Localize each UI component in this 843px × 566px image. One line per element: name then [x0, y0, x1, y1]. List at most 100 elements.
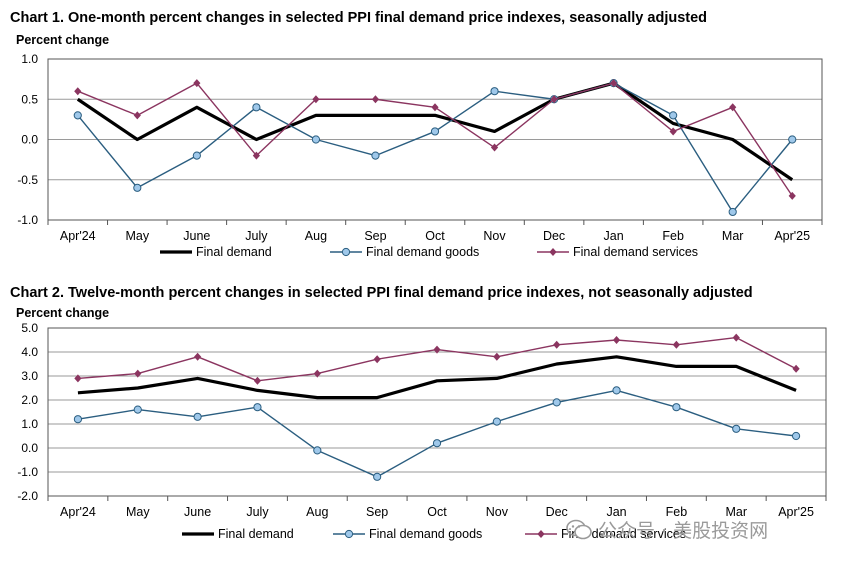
- legend-label: Final demand services: [561, 527, 686, 541]
- legend-item: Final demand services: [537, 245, 698, 259]
- y-axis-label: Percent change: [16, 306, 109, 320]
- y-tick-label: -0.5: [17, 173, 38, 187]
- data-point: [133, 111, 141, 120]
- y-tick-label: -2.0: [17, 489, 38, 503]
- series-line: [77, 355, 797, 400]
- x-tick-label: Apr'25: [774, 229, 810, 243]
- data-point: [371, 151, 380, 160]
- data-point: [430, 127, 440, 136]
- x-tick-label: Dec: [543, 229, 565, 243]
- series-final-demand-goods: [73, 79, 797, 217]
- x-tick-label: Aug: [306, 505, 328, 519]
- data-point: [432, 439, 442, 448]
- data-point: [253, 376, 262, 385]
- x-tick-label: June: [184, 505, 211, 519]
- series-final-demand-services: [74, 333, 800, 385]
- series-line: [76, 81, 794, 182]
- data-point: [431, 103, 439, 112]
- data-point: [792, 364, 800, 373]
- plot-area-border: [47, 327, 827, 497]
- data-point: [732, 333, 740, 342]
- data-point: [552, 398, 561, 407]
- series-final-demand: [76, 81, 794, 182]
- legend-label: Final demand goods: [369, 527, 482, 541]
- x-tick-label: Apr'25: [778, 505, 814, 519]
- x-tick-label: Jan: [604, 229, 624, 243]
- data-point: [791, 431, 801, 441]
- data-point: [252, 151, 260, 160]
- legend-label: Final demand: [196, 245, 272, 259]
- data-point: [133, 405, 142, 414]
- legend-item: Final demand: [182, 527, 294, 541]
- x-tick-label: May: [126, 505, 150, 519]
- x-tick-label: July: [246, 505, 269, 519]
- data-point: [610, 79, 618, 88]
- chart2-title: Chart 2. Twelve-month percent changes in…: [10, 285, 753, 301]
- x-tick-label: May: [125, 229, 149, 243]
- y-tick-label: -1.0: [17, 465, 38, 479]
- y-tick-label: 0.5: [21, 92, 38, 106]
- y-tick-label: 0.0: [21, 441, 38, 455]
- data-point: [493, 352, 501, 361]
- data-point: [73, 111, 82, 120]
- legend-item: Final demand: [160, 245, 272, 259]
- data-point: [311, 135, 321, 144]
- series-line: [77, 82, 793, 213]
- y-tick-label: 4.0: [21, 345, 38, 359]
- data-point: [252, 103, 261, 112]
- series-final-demand-goods: [73, 386, 801, 481]
- x-tick-label: Apr'24: [60, 229, 96, 243]
- data-point: [612, 336, 621, 344]
- x-tick-label: Aug: [305, 229, 327, 243]
- legend-label: Final demand services: [573, 245, 698, 259]
- x-tick-label: Feb: [666, 505, 688, 519]
- legend-label: Final demand: [218, 527, 294, 541]
- data-point: [788, 191, 796, 200]
- data-point: [74, 374, 82, 383]
- data-point: [788, 135, 797, 144]
- data-point: [73, 415, 83, 424]
- x-tick-label: Nov: [486, 505, 509, 519]
- legend: Final demand Final demand goods Final dema…: [182, 527, 686, 541]
- legend-item: Final demand goods: [333, 527, 482, 541]
- data-point: [672, 340, 680, 349]
- data-point: [669, 127, 677, 136]
- x-tick-label: Mar: [725, 505, 747, 519]
- wechat-official-account-icon: [566, 519, 592, 539]
- watermark-text: 公众号 · 美股投资网: [598, 520, 769, 542]
- y-tick-label: 3.0: [21, 369, 38, 383]
- legend-marker: [549, 248, 557, 256]
- data-point: [133, 183, 142, 192]
- data-point: [373, 472, 382, 481]
- y-tick-label: -1.0: [17, 213, 38, 227]
- legend: Final demand Final demand goods Final dema…: [160, 245, 698, 259]
- data-point: [193, 412, 202, 421]
- x-tick-label: Feb: [662, 229, 684, 243]
- data-point: [612, 386, 621, 395]
- legend-item: Final demand services: [525, 527, 686, 541]
- legend-marker: [341, 247, 351, 257]
- x-tick-label: Sep: [364, 229, 386, 243]
- x-tick-label: Oct: [425, 229, 445, 243]
- data-point: [553, 340, 561, 349]
- data-point: [313, 446, 322, 455]
- watermark: 公众号 · 美股投资网: [566, 516, 768, 543]
- legend-label: Final demand goods: [366, 245, 479, 259]
- data-point: [134, 369, 142, 378]
- y-tick-label: 1.0: [21, 52, 38, 66]
- x-tick-label: Nov: [483, 229, 506, 243]
- data-point: [729, 103, 737, 112]
- legend-marker: [537, 530, 545, 538]
- data-point: [728, 207, 737, 217]
- y-tick-label: 1.0: [21, 417, 38, 431]
- data-point: [253, 403, 262, 412]
- data-point: [672, 403, 681, 412]
- plot-area-border: [47, 58, 823, 221]
- x-tick-label: Dec: [546, 505, 568, 519]
- legend-item: Final demand goods: [330, 245, 479, 259]
- data-point: [371, 95, 380, 104]
- y-tick-label: 0.0: [21, 133, 38, 147]
- data-point: [192, 151, 201, 160]
- data-point: [193, 79, 201, 88]
